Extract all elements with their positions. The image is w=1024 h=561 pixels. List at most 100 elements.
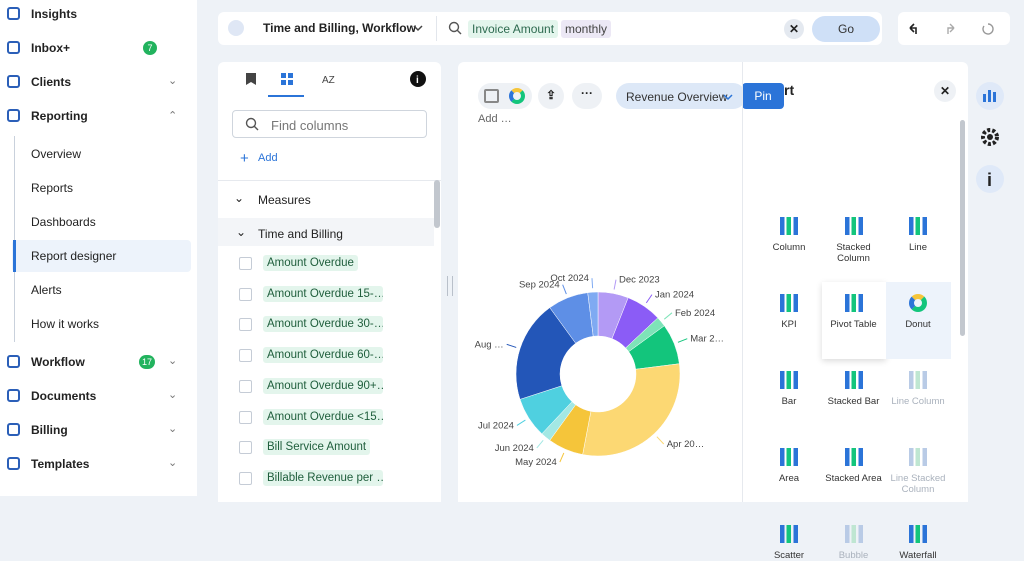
scrollbar[interactable] (434, 180, 440, 228)
svg-text:i: i (987, 170, 992, 190)
chart-type-label[interactable]: Area (778, 473, 800, 484)
checkbox[interactable] (239, 257, 252, 270)
column-chip[interactable]: Amount Overdue 90+… (263, 377, 383, 394)
column-chip[interactable]: Amount Overdue (263, 255, 358, 271)
query-chip[interactable]: monthly (561, 20, 612, 38)
chart-type-icon[interactable] (780, 448, 798, 466)
chart-type-label[interactable]: Pivot Table (830, 319, 877, 330)
chart-type-icon[interactable] (909, 217, 927, 235)
chart-type-icon[interactable] (909, 448, 927, 466)
chart-type-label[interactable]: Line (909, 242, 927, 253)
chart-type-icon[interactable] (844, 448, 863, 466)
nav-icon (7, 355, 20, 368)
tree-line (14, 136, 15, 342)
nav-icon (7, 457, 20, 470)
nav-item[interactable]: Report designer (31, 249, 117, 263)
chart-type-icon[interactable] (909, 371, 927, 389)
checkbox[interactable] (239, 379, 252, 393)
chart-type-label[interactable]: Line Stacked Column (890, 473, 946, 495)
right-rail[interactable]: i (975, 80, 1005, 200)
chart-type-label[interactable]: Scatter (773, 550, 805, 561)
nav-item[interactable]: Workflow (31, 355, 85, 369)
column-chip[interactable]: Amount Overdue 60-… (263, 347, 383, 364)
column-chip[interactable]: Amount Overdue <15… (263, 408, 383, 425)
section-title[interactable]: Time and Billing (258, 227, 343, 241)
nav-icon (7, 7, 20, 20)
more-button[interactable]: ··· (572, 83, 602, 109)
chart-type-icon[interactable] (780, 371, 798, 389)
chart-type-icon[interactable] (780, 217, 798, 235)
panel-tabs[interactable]: AZ i (218, 62, 441, 102)
nav-item[interactable]: Clients (31, 75, 72, 89)
nav-icon (7, 423, 20, 436)
chart-type-label[interactable]: Column (772, 242, 806, 253)
add-field[interactable]: Add … (478, 113, 512, 125)
svg-text:AZ: AZ (322, 75, 335, 86)
checkbox[interactable] (239, 349, 252, 363)
chart-type-label[interactable]: Stacked Column (836, 242, 871, 264)
go-button[interactable]: Go (812, 16, 880, 42)
scrollbar[interactable] (960, 120, 965, 336)
search-box[interactable]: Find columns (232, 110, 427, 138)
nav-item[interactable]: How it works (31, 317, 100, 331)
share-button[interactable]: ⇪ (538, 83, 564, 109)
nav-item[interactable]: Overview (31, 147, 82, 161)
close-button[interactable]: ✕ (934, 80, 956, 102)
history-icons[interactable] (908, 20, 998, 38)
chart-type-label[interactable]: Line Column (891, 396, 945, 407)
checkbox[interactable] (239, 410, 252, 424)
menu-icon[interactable] (228, 20, 244, 36)
pin-button[interactable]: Pin (742, 83, 784, 109)
chevron: ⌄ (168, 389, 178, 401)
chart-type-icon[interactable] (844, 371, 863, 389)
badge: 7 (143, 41, 157, 55)
query-chip[interactable]: Invoice Amount (468, 20, 559, 38)
report-select[interactable]: Revenue Overview (616, 83, 746, 109)
add-column[interactable]: Add (258, 152, 278, 164)
checkbox[interactable] (239, 471, 252, 485)
resize-handle[interactable] (447, 276, 453, 296)
chart-type-icon[interactable] (909, 525, 927, 543)
selected-marker (13, 240, 16, 272)
chart-type-icon[interactable] (780, 525, 798, 543)
chart-type-label[interactable]: KPI (781, 319, 797, 330)
nav-item[interactable]: Templates (31, 457, 90, 471)
column-chip[interactable]: Amount Overdue 30-… (263, 316, 383, 333)
nav-item[interactable]: Dashboards (31, 215, 96, 229)
checkbox[interactable] (239, 441, 252, 455)
nav-item[interactable]: Reporting (31, 109, 88, 123)
source-select[interactable]: Time and Billing, Workflow (263, 21, 416, 35)
nav-item[interactable]: Reports (31, 181, 74, 195)
divider (436, 16, 437, 41)
chart-type-icon[interactable] (844, 525, 863, 543)
chart-type-icon[interactable] (844, 217, 863, 235)
chart-type-label[interactable]: Stacked Area (825, 473, 882, 484)
section-title[interactable]: Measures (258, 193, 311, 207)
nav-item[interactable]: Insights (31, 7, 78, 21)
chart-type-label[interactable]: Waterfall (899, 550, 937, 561)
chart-type-label[interactable]: Bar (781, 396, 797, 407)
chart-type-label[interactable]: Donut (905, 319, 931, 330)
nav-item[interactable]: Billing (31, 423, 68, 437)
chart-type-label[interactable]: Bubble (838, 550, 869, 561)
chart-type-icon[interactable] (909, 294, 927, 312)
leader-line (645, 294, 653, 304)
column-chip[interactable]: Amount Overdue 15-… (263, 285, 383, 302)
nav-icon (7, 41, 20, 54)
leader-line (677, 338, 688, 343)
selected-bg (12, 240, 191, 272)
clear-button[interactable]: ✕ (784, 19, 804, 39)
checkbox[interactable] (239, 318, 252, 332)
view-toggle[interactable] (478, 83, 532, 109)
nav-item[interactable]: Alerts (31, 283, 62, 297)
chart-type-icon[interactable] (780, 294, 798, 312)
nav-item[interactable]: Documents (31, 389, 97, 403)
nav-item[interactable]: Inbox+ (31, 41, 71, 55)
column-chip[interactable]: Bill Service Amount (263, 439, 371, 456)
chart-type-icon[interactable] (844, 294, 863, 312)
checkbox[interactable] (239, 287, 252, 301)
search-icon (245, 117, 259, 131)
chart-type-label[interactable]: Stacked Bar (827, 396, 880, 407)
nav-icon (7, 75, 20, 88)
column-chip[interactable]: Billable Revenue per … (263, 469, 383, 486)
